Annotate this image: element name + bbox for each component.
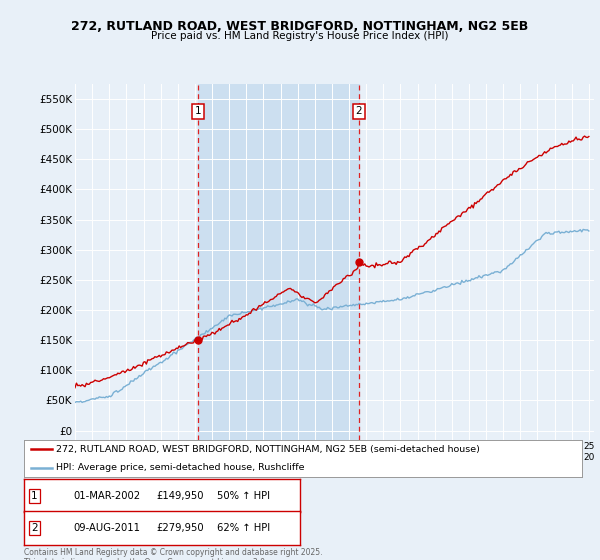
Text: 272, RUTLAND ROAD, WEST BRIDGFORD, NOTTINGHAM, NG2 5EB: 272, RUTLAND ROAD, WEST BRIDGFORD, NOTTI… <box>71 20 529 32</box>
Text: 272, RUTLAND ROAD, WEST BRIDGFORD, NOTTINGHAM, NG2 5EB (semi-detached house): 272, RUTLAND ROAD, WEST BRIDGFORD, NOTTI… <box>56 445 480 454</box>
Text: £149,950: £149,950 <box>157 491 204 501</box>
Text: 09-AUG-2011: 09-AUG-2011 <box>74 523 140 533</box>
Text: Contains HM Land Registry data © Crown copyright and database right 2025.
This d: Contains HM Land Registry data © Crown c… <box>24 548 323 560</box>
Text: 1: 1 <box>31 491 38 501</box>
Text: 2: 2 <box>31 523 38 533</box>
Bar <box>198 84 359 440</box>
Text: 1: 1 <box>194 106 201 116</box>
Text: HPI: Average price, semi-detached house, Rushcliffe: HPI: Average price, semi-detached house,… <box>56 463 305 473</box>
Text: 2: 2 <box>356 106 362 116</box>
Text: £279,950: £279,950 <box>157 523 204 533</box>
Text: 01-MAR-2002: 01-MAR-2002 <box>74 491 141 501</box>
Text: Price paid vs. HM Land Registry's House Price Index (HPI): Price paid vs. HM Land Registry's House … <box>151 31 449 41</box>
Text: 50% ↑ HPI: 50% ↑ HPI <box>217 491 270 501</box>
Text: 62% ↑ HPI: 62% ↑ HPI <box>217 523 271 533</box>
